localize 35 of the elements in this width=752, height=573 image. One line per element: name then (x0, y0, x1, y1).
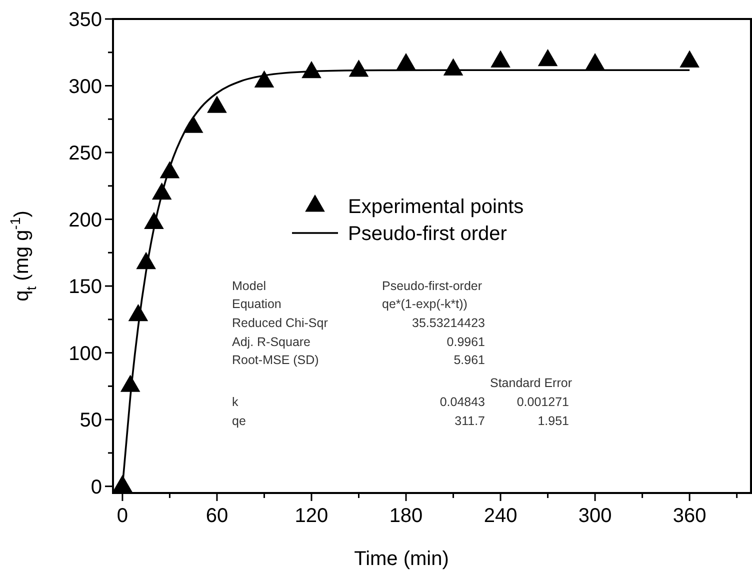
annotation: k (232, 395, 239, 409)
x-tick-label: 360 (672, 505, 706, 527)
x-tick-label: 120 (294, 505, 328, 527)
annotation: Root-MSE (SD) (232, 353, 319, 367)
annotation: 311.7 (454, 414, 486, 428)
x-tick-label: 300 (578, 505, 612, 527)
annotation: 1.951 (538, 414, 570, 428)
legend-label: Experimental points (348, 196, 524, 218)
y-tick-label: 150 (68, 276, 102, 298)
annotation: Equation (232, 297, 282, 311)
y-tick-label: 50 (80, 410, 102, 432)
x-axis-title: Time (min) (354, 548, 449, 570)
annotation: qe*(1-exp(-k*t)) (382, 297, 468, 311)
y-tick-label: 200 (68, 209, 102, 232)
annotation: Reduced Chi-Sqr (232, 316, 328, 330)
annotation: 0.001271 (516, 395, 570, 409)
annotation: Adj. R-Square (232, 335, 311, 349)
legend-label: Pseudo-first order (348, 223, 508, 245)
annotation: Model (232, 279, 266, 293)
y-tick-label: 250 (68, 142, 102, 165)
annotation: 5.961 (454, 353, 486, 367)
x-tick-label: 0 (116, 505, 128, 527)
y-tick-label: 0 (90, 476, 102, 498)
y-tick-label: 100 (68, 342, 102, 365)
x-tick-label: 180 (389, 505, 423, 527)
annotation: 35.53214423 (412, 316, 486, 330)
annotation: Standard Error (490, 376, 572, 390)
annotation: Pseudo-first-order (382, 279, 482, 293)
annotation: 0.9961 (446, 335, 486, 349)
annotation: qe (232, 414, 246, 428)
x-tick-label: 240 (484, 505, 518, 527)
y-tick-label: 300 (68, 76, 102, 98)
y-tick-label: 350 (68, 9, 102, 31)
x-tick-label: 60 (206, 505, 228, 527)
annotation: 0.04843 (440, 395, 486, 409)
